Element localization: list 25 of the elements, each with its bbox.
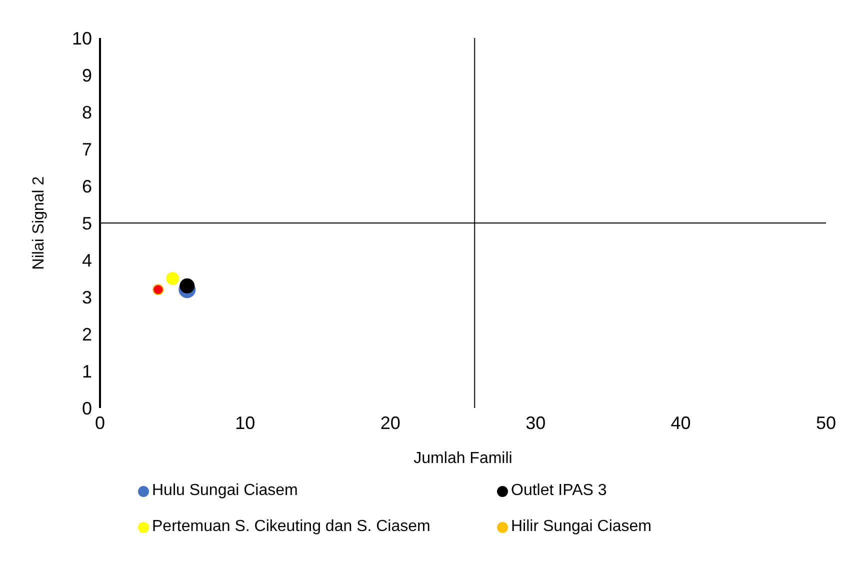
x-tick-label: 40	[670, 412, 691, 433]
y-tick-label: 10	[72, 28, 92, 48]
legend-label: Hilir Sungai Ciasem	[511, 518, 652, 536]
x-tick-label: 10	[235, 412, 256, 433]
point	[166, 272, 180, 285]
y-axis-title: Nilai Signal 2	[30, 176, 48, 270]
x-tick-label: 20	[380, 412, 400, 433]
x-tick-label: 0	[94, 412, 106, 433]
y-tick-label: 1	[82, 361, 92, 382]
y-tick-label: 8	[82, 102, 92, 122]
x-tick-label: 30	[526, 412, 546, 433]
legend-label: Outlet IPAS 3	[511, 482, 607, 500]
y-tick-label: 4	[82, 250, 92, 270]
y-tick-label: 0	[82, 398, 92, 418]
point	[180, 278, 195, 294]
x-tick-label: 50	[816, 412, 836, 433]
x-axis-title: Jumlah Famili	[414, 450, 512, 467]
legend-label: Hulu Sungai Ciasem	[152, 482, 298, 500]
y-tick-label: 5	[82, 213, 92, 234]
y-tick-label: 3	[82, 287, 92, 308]
legend-label: Pertemuan S. Cikeuting dan S. Ciasem	[152, 518, 430, 536]
y-tick-label: 6	[82, 176, 92, 196]
y-tick-label: 2	[82, 324, 92, 344]
y-tick-label: 7	[82, 139, 92, 160]
y-tick-label: 9	[82, 65, 92, 86]
